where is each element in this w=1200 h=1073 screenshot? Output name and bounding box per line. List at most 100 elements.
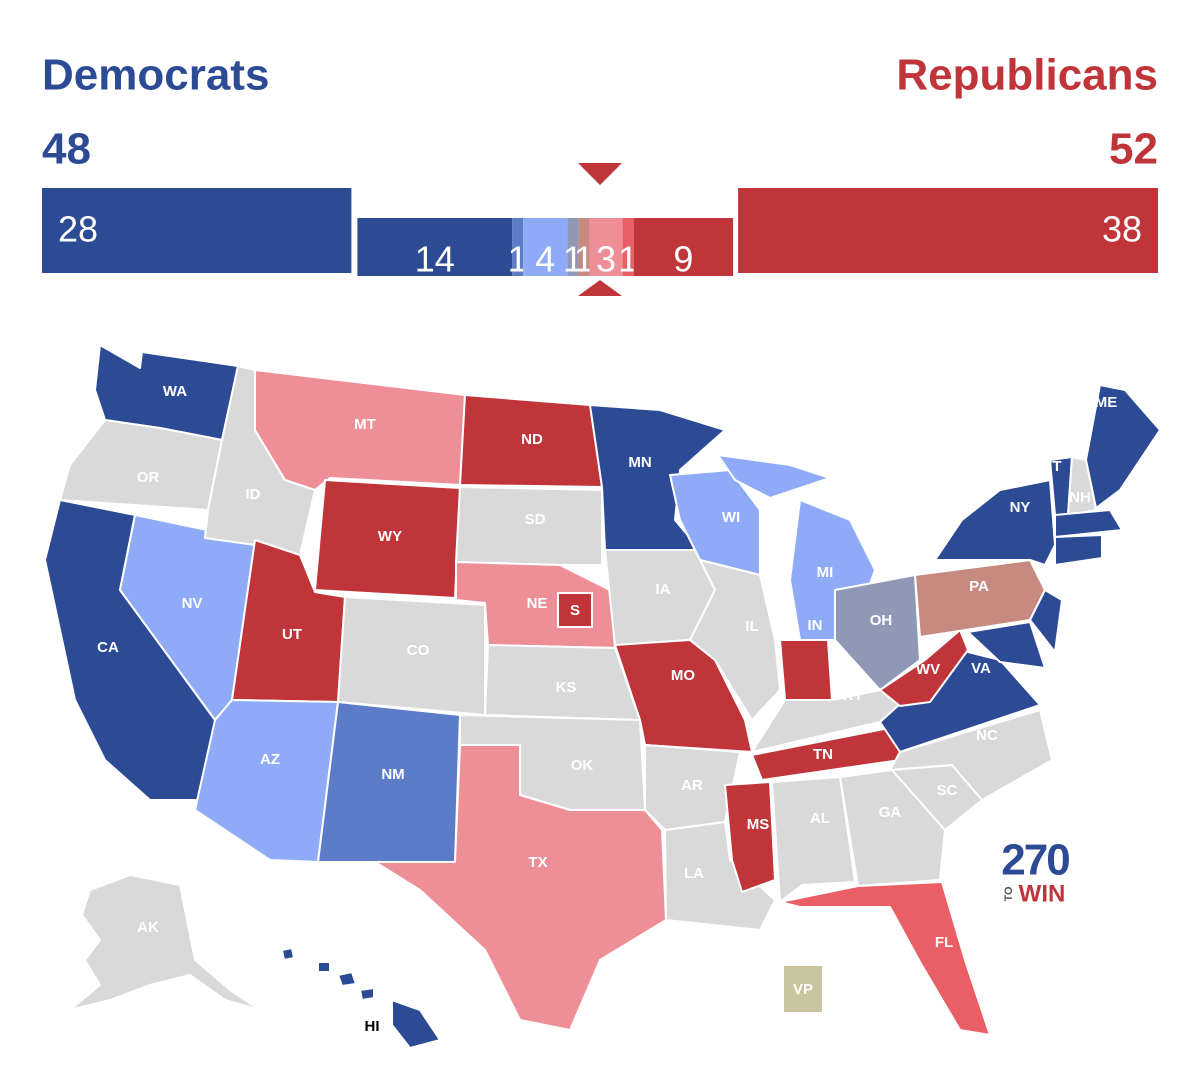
seat-count: 9 — [673, 239, 693, 280]
seat-segment — [633, 218, 734, 276]
state-label: OK — [571, 757, 594, 774]
state — [771, 776, 856, 903]
state — [317, 961, 331, 973]
state-label: UT — [282, 626, 302, 643]
seat-count: 1 — [508, 239, 528, 280]
state-label: NE — [527, 595, 548, 612]
state — [194, 699, 339, 863]
seat-count: 14 — [415, 239, 455, 280]
state-label: OR — [137, 469, 160, 486]
state-label: ND — [521, 431, 543, 448]
seat-segment — [512, 218, 524, 276]
state — [391, 999, 441, 1049]
state-label: NY — [1010, 499, 1031, 516]
state — [589, 404, 726, 551]
state-label: TX — [528, 854, 547, 871]
seat-segment — [523, 218, 568, 276]
seat-segment — [622, 218, 634, 276]
seat-count: 1 — [618, 239, 638, 280]
state — [779, 881, 991, 1036]
seat-segment — [42, 188, 352, 273]
state-label: NC — [976, 727, 998, 744]
state — [1054, 534, 1103, 566]
state-label: WI — [722, 509, 740, 526]
state-label: ID — [246, 486, 261, 503]
state-label: IN — [808, 617, 823, 634]
state — [889, 709, 1053, 801]
seat-count: 38 — [1102, 209, 1142, 250]
seat-count: 3 — [596, 239, 616, 280]
seat-count: 4 — [535, 239, 555, 280]
state — [374, 744, 667, 1031]
seat-segment — [357, 218, 513, 276]
state-label: IL — [745, 618, 758, 635]
state-label: VA — [971, 660, 991, 677]
state-label: NM — [381, 766, 404, 783]
vp-label: VP — [793, 981, 813, 998]
rep-seats: 52 — [1109, 125, 1158, 174]
state-label: MT — [354, 416, 376, 433]
state-label: SC — [937, 782, 958, 799]
seat-count: 1 — [563, 239, 583, 280]
state-label: WV — [916, 661, 940, 678]
logo-to: TO — [1003, 886, 1015, 902]
state — [1054, 509, 1123, 538]
state-label: FL — [935, 934, 953, 951]
seat-segment — [589, 218, 623, 276]
state — [69, 874, 261, 1011]
state-label: TN — [813, 746, 833, 763]
rep-label: Republicans — [896, 51, 1158, 100]
state-label: AR — [681, 777, 703, 794]
majority-marker — [578, 163, 622, 185]
seat-segment — [567, 218, 579, 276]
state — [834, 574, 921, 691]
state — [359, 987, 375, 1001]
state — [779, 639, 833, 701]
dem-label: Democrats — [42, 51, 269, 100]
majority-marker — [578, 280, 622, 296]
seat-segment — [578, 218, 590, 276]
state-label: OH — [870, 612, 893, 629]
state-label: MS — [747, 816, 770, 833]
state-label: KS — [556, 679, 577, 696]
state — [879, 629, 969, 707]
state — [1085, 384, 1161, 509]
special-label: S — [570, 602, 580, 619]
state-label: NV — [182, 595, 203, 612]
state-label: LA — [684, 865, 704, 882]
state-label: WY — [378, 528, 402, 545]
vp-box — [784, 966, 822, 1012]
seat-segment — [738, 188, 1158, 273]
state — [455, 486, 603, 566]
state — [934, 479, 1056, 566]
special-election-box — [557, 592, 593, 628]
state-label: PA — [969, 578, 989, 595]
state-label: VT — [1042, 458, 1061, 475]
state-label: IA — [656, 581, 671, 598]
logo-win: WIN — [1019, 880, 1066, 907]
state — [664, 821, 776, 931]
logo-number: 270 — [1001, 836, 1069, 885]
seat-count: 28 — [58, 209, 98, 250]
state-label: HI — [365, 1018, 380, 1035]
state-label: MN — [628, 454, 651, 471]
state — [839, 769, 946, 887]
seat-count: 1 — [574, 239, 594, 280]
state-label: ME — [1095, 394, 1118, 411]
state-label: CA — [97, 639, 119, 656]
state-label: CO — [407, 642, 430, 659]
state — [337, 971, 357, 987]
state — [967, 621, 1046, 669]
state-label: AK — [137, 919, 159, 936]
state — [281, 947, 295, 961]
state-label: GA — [879, 804, 902, 821]
state — [724, 781, 776, 893]
state-label: AL — [810, 810, 830, 827]
state-label: MO — [671, 667, 695, 684]
state-label: SD — [525, 511, 546, 528]
state-label: AZ — [260, 751, 280, 768]
state-label: WA — [163, 383, 187, 400]
state-label: KY — [843, 687, 864, 704]
state — [689, 559, 781, 721]
